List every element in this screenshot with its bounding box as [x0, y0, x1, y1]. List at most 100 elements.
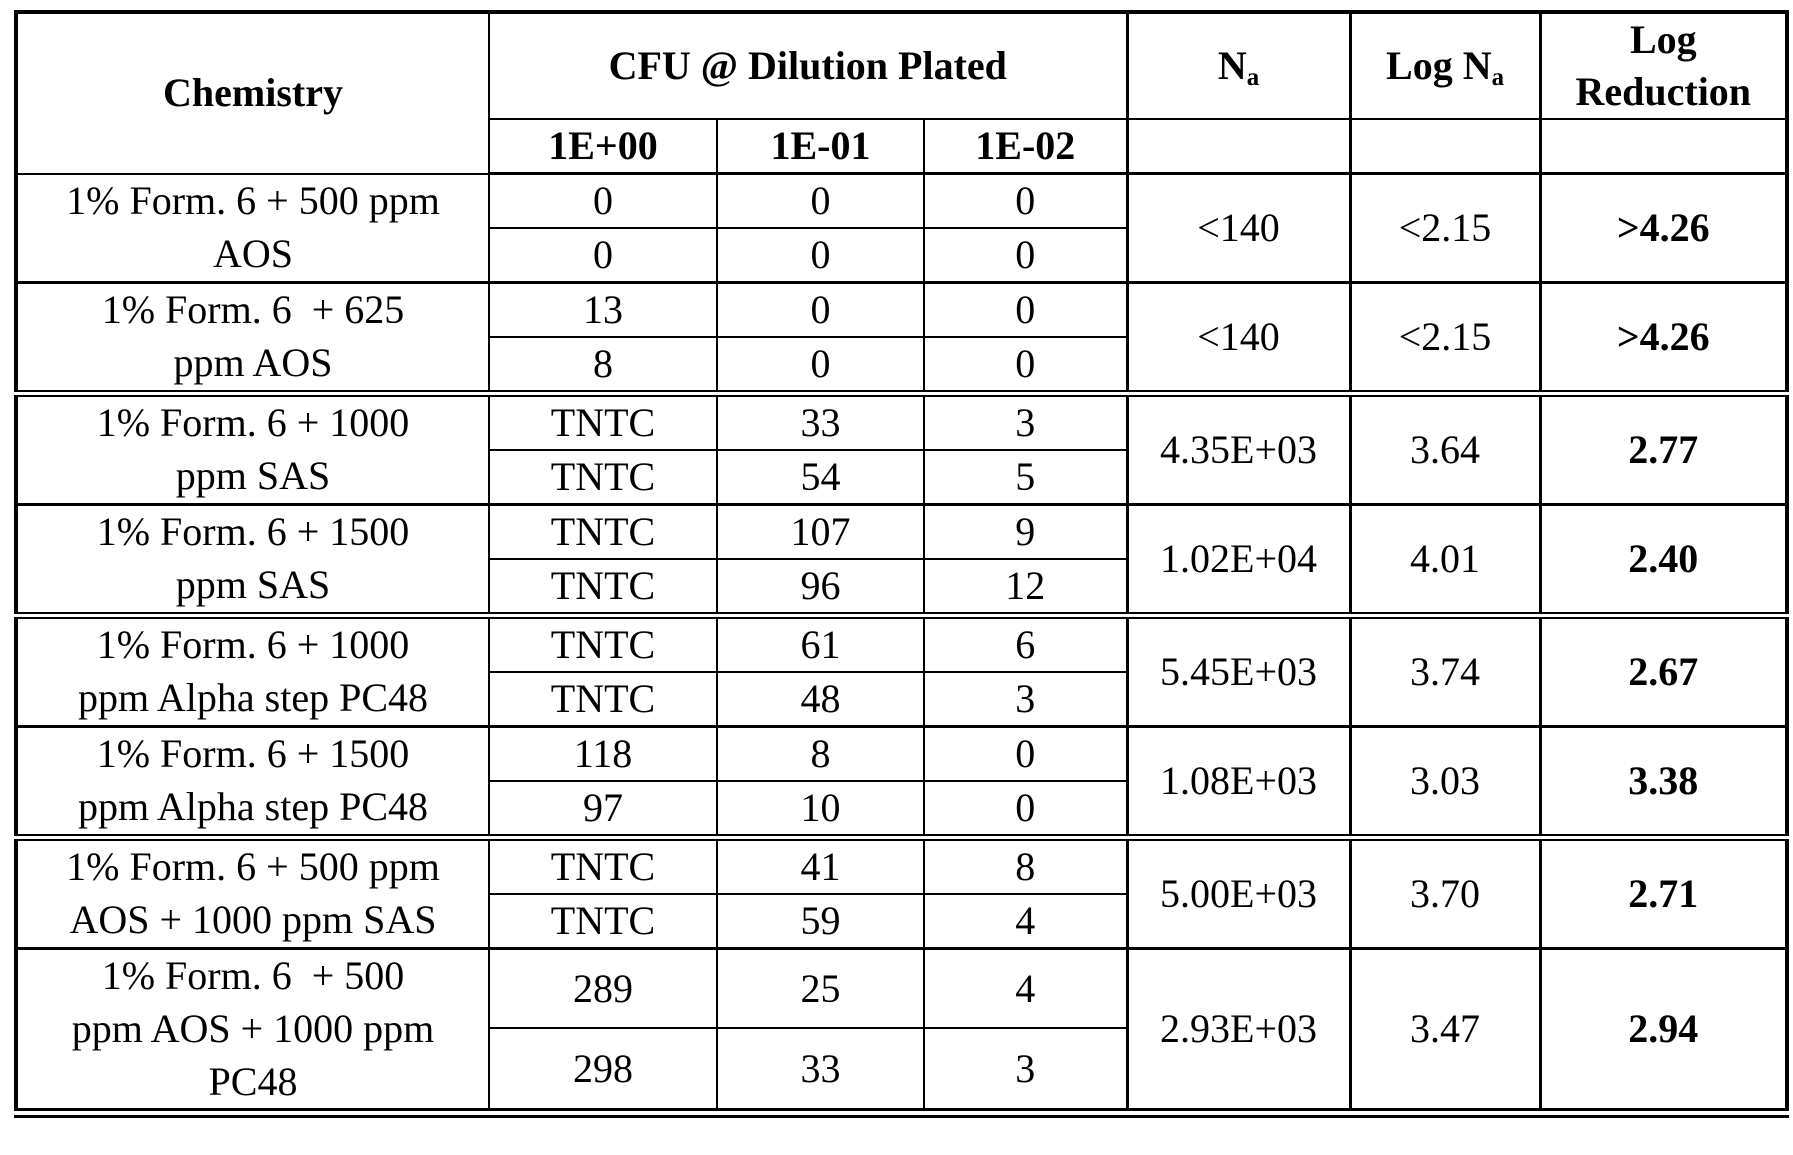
chemistry-cell: 1% Form. 6 + 500 ppm AOS — [15, 172, 490, 284]
chemistry-cell: 1% Form. 6 + 500 ppm AOS + 1000 ppm PC48 — [15, 947, 490, 1115]
cfu-value-cell: TNTC — [488, 834, 718, 895]
log-na-header-subscript: a — [1491, 64, 1505, 92]
cfu-value-cell: 54 — [716, 449, 925, 506]
chemistry-cell: 1% Form. 6 + 1000 ppm SAS — [15, 390, 490, 506]
empty-header-cell — [1538, 118, 1789, 175]
cfu-value-cell: 0 — [922, 172, 1129, 229]
log-reduction-value-cell: >4.26 — [1538, 172, 1789, 284]
na-value-cell: 5.00E+03 — [1125, 834, 1352, 950]
cfu-value-cell: 289 — [488, 947, 718, 1030]
log-na-header: Log Na — [1348, 11, 1542, 120]
empty-header-cell — [1348, 118, 1542, 175]
cfu-value-cell: 0 — [716, 172, 925, 229]
cfu-value-cell: TNTC — [488, 558, 718, 617]
cfu-value-cell: TNTC — [488, 671, 718, 728]
cfu-value-cell: 97 — [488, 780, 718, 839]
cfu-value-cell: 0 — [922, 780, 1129, 839]
empty-header-cell — [1125, 118, 1352, 175]
replicate-row: 1% Form. 6 + 500 ppm AOS + 1000 ppm PC48… — [15, 947, 1789, 1115]
na-header-base: N — [1217, 43, 1247, 88]
cfu-value-cell: 4 — [922, 947, 1129, 1030]
replicate-row: TNTC 54 5 — [16, 449, 1787, 506]
cfu-value-cell: 0 — [488, 172, 718, 229]
cfu-value-cell: 0 — [716, 227, 925, 284]
replicate-row: 1% Form. 6 + 1000 ppm Alpha step PC48 TNT… — [15, 612, 1789, 728]
cfu-value-cell: 8 — [488, 336, 718, 395]
cfu-value-cell: 298 — [488, 1027, 718, 1115]
cfu-value-cell: 3 — [922, 1027, 1129, 1115]
log-na-value-cell: 3.03 — [1348, 725, 1542, 839]
cfu-value-cell: 0 — [716, 281, 925, 338]
cfu-value-cell: TNTC — [488, 893, 718, 950]
cfu-value-cell: 107 — [716, 503, 925, 560]
cfu-value-cell: 4 — [922, 893, 1129, 950]
cfu-value-cell: 0 — [922, 227, 1129, 284]
cfu-value-cell: 8 — [922, 834, 1129, 895]
cfu-value-cell: TNTC — [488, 390, 718, 451]
log-na-value-cell: <2.15 — [1348, 281, 1542, 395]
cfu-value-cell: TNTC — [488, 449, 718, 506]
cfu-value-cell: 33 — [716, 1027, 925, 1115]
na-value-cell: <140 — [1125, 172, 1352, 284]
cfu-value-cell: 13 — [488, 281, 718, 338]
replicate-row: 1% Form. 6 + 625 ppm AOS 13 0 0 <140 <2.15 >4.… — [15, 281, 1789, 395]
na-value-cell: <140 — [1125, 281, 1352, 395]
replicate-row: 1% Form. 6 + 1500 ppm SAS TNTC 107 9 1.02E+0… — [15, 503, 1789, 617]
cfu-value-cell: 0 — [922, 725, 1129, 782]
cfu-value-cell: 0 — [922, 336, 1129, 395]
log-reduction-value-cell: >4.26 — [1538, 281, 1789, 395]
cfu-value-cell: 33 — [716, 390, 925, 451]
cfu-value-cell: 61 — [716, 612, 925, 673]
cfu-value-cell: 6 — [922, 612, 1129, 673]
replicate-row: 1% Form. 6 + 500 ppm AOS + 1000 ppm SAS T… — [15, 834, 1789, 950]
dilution-header-1e00: 1E+00 — [488, 118, 718, 175]
replicate-row: TNTC 96 12 — [16, 558, 1787, 617]
chemistry-cell: 1% Form. 6 + 1500 ppm SAS — [15, 503, 490, 617]
table-body: 1% Form. 6 + 500 ppm AOS 0 0 0 <140 <2.15 >4.2… — [15, 172, 1789, 1115]
cfu-value-cell: 0 — [922, 281, 1129, 338]
cfu-value-cell: TNTC — [488, 612, 718, 673]
cfu-dilution-header: CFU @ Dilution Plated — [487, 11, 1129, 120]
cfu-value-cell: 41 — [716, 834, 925, 895]
cfu-value-cell: 96 — [716, 558, 925, 617]
replicate-row: 1% Form. 6 + 1500 ppm Alpha step PC48 118… — [15, 725, 1789, 839]
log-na-value-cell: <2.15 — [1348, 172, 1542, 284]
replicate-row: 298 33 3 — [16, 1027, 1787, 1115]
document-page: Chemistry CFU @ Dilution Plated Na Log N… — [14, 10, 1790, 1119]
log-na-value-cell: 4.01 — [1348, 503, 1542, 617]
header-row-1: Chemistry CFU @ Dilution Plated Na Log N… — [15, 11, 1789, 175]
log-reduction-value-cell: 2.94 — [1538, 947, 1789, 1115]
replicate-row: 97 10 0 — [16, 780, 1787, 839]
na-value-cell: 4.35E+03 — [1125, 390, 1352, 506]
log-na-value-cell: 3.64 — [1348, 390, 1542, 506]
chemistry-header: Chemistry — [15, 11, 490, 175]
dilution-header-1e02: 1E-02 — [922, 118, 1129, 175]
na-value-cell: 1.02E+04 — [1125, 503, 1352, 617]
cfu-value-cell: 10 — [716, 780, 925, 839]
log-reduction-header: Log Reduction — [1538, 11, 1789, 120]
log-na-header-base: Log N — [1386, 43, 1492, 88]
cfu-value-cell: 25 — [716, 947, 925, 1030]
replicate-row: 1% Form. 6 + 1000 ppm SAS TNTC 33 3 4.35E+03… — [15, 390, 1789, 506]
chemistry-cell: 1% Form. 6 + 1500 ppm Alpha step PC48 — [15, 725, 490, 839]
na-value-cell: 5.45E+03 — [1125, 612, 1352, 728]
log-na-value-cell: 3.47 — [1348, 947, 1542, 1115]
chemistry-cell: 1% Form. 6 + 1000 ppm Alpha step PC48 — [15, 612, 490, 728]
cfu-value-cell: 0 — [716, 336, 925, 395]
na-value-cell: 2.93E+03 — [1125, 947, 1352, 1115]
cfu-value-cell: 118 — [488, 725, 718, 782]
cfu-value-cell: 0 — [488, 227, 718, 284]
chemistry-cell: 1% Form. 6 + 500 ppm AOS + 1000 ppm SAS — [15, 834, 490, 950]
replicate-row: TNTC 48 3 — [16, 671, 1787, 728]
log-na-value-cell: 3.70 — [1348, 834, 1542, 950]
log-reduction-value-cell: 2.77 — [1538, 390, 1789, 506]
replicate-row: TNTC 59 4 — [16, 893, 1787, 950]
cfu-value-cell: TNTC — [488, 503, 718, 560]
log-reduction-value-cell: 2.40 — [1538, 503, 1789, 617]
cfu-value-cell: 8 — [716, 725, 925, 782]
chemistry-cell: 1% Form. 6 + 625 ppm AOS — [15, 281, 490, 395]
cfu-value-cell: 9 — [922, 503, 1129, 560]
dilution-header-1e01: 1E-01 — [716, 118, 925, 175]
